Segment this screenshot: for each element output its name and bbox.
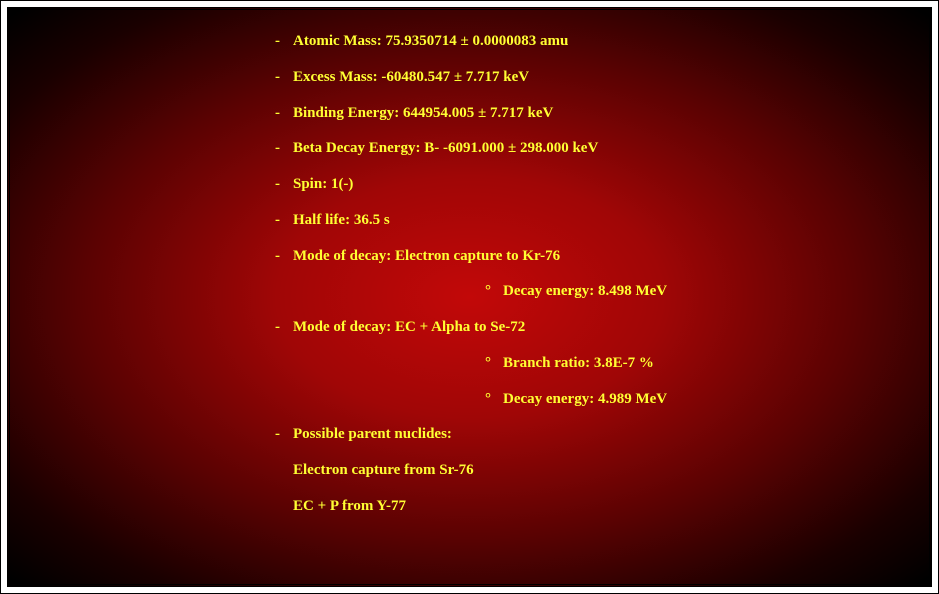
sub-item: ° Decay energy: 8.498 MeV [485,282,909,301]
parent-nuclide-line: Electron capture from Sr-76 [293,461,909,480]
degree-bullet: ° [485,354,503,373]
dash-bullet: - [275,139,293,158]
list-item: - Possible parent nuclides: [275,425,909,444]
sub-item: ° Branch ratio: 3.8E-7 % [485,354,909,373]
dash-bullet: - [275,247,293,266]
degree-bullet: ° [485,282,503,301]
list-item: - Binding Energy: 644954.005 ± 7.717 keV [275,104,909,123]
item-text: Half life: 36.5 s [293,211,390,230]
dash-bullet: - [275,425,293,444]
sub-item: ° Decay energy: 4.989 MeV [485,390,909,409]
list-item: - Beta Decay Energy: B- -6091.000 ± 298.… [275,139,909,158]
sub-item-text: Decay energy: 8.498 MeV [503,282,667,301]
item-text: Possible parent nuclides: [293,425,452,444]
list-item: - Mode of decay: EC + Alpha to Se-72 [275,318,909,337]
list-item: - Spin: 1(-) [275,175,909,194]
sub-item-text: Branch ratio: 3.8E-7 % [503,354,654,373]
dash-bullet: - [275,104,293,123]
list-item: - Mode of decay: Electron capture to Kr-… [275,247,909,266]
list-item: - Excess Mass: -60480.547 ± 7.717 keV [275,68,909,87]
inner-frame: - Atomic Mass: 75.9350714 ± 0.0000083 am… [7,7,932,587]
item-text: Spin: 1(-) [293,175,353,194]
dash-bullet: - [275,32,293,51]
degree-bullet: ° [485,390,503,409]
dash-bullet: - [275,175,293,194]
item-text: Binding Energy: 644954.005 ± 7.717 keV [293,104,553,123]
list-item: - Half life: 36.5 s [275,211,909,230]
item-text: Mode of decay: EC + Alpha to Se-72 [293,318,525,337]
item-text: Beta Decay Energy: B- -6091.000 ± 298.00… [293,139,598,158]
dash-bullet: - [275,211,293,230]
sub-item-text: Decay energy: 4.989 MeV [503,390,667,409]
item-text: Excess Mass: -60480.547 ± 7.717 keV [293,68,529,87]
dash-bullet: - [275,68,293,87]
parent-text: EC + P from Y-77 [293,498,406,514]
parent-nuclide-line: EC + P from Y-77 [293,497,909,516]
parent-text: Electron capture from Sr-76 [293,462,474,478]
outer-frame: - Atomic Mass: 75.9350714 ± 0.0000083 am… [0,0,939,594]
nuclide-properties-list: - Atomic Mass: 75.9350714 ± 0.0000083 am… [275,32,909,516]
dash-bullet: - [275,318,293,337]
item-text: Atomic Mass: 75.9350714 ± 0.0000083 amu [293,32,568,51]
list-item: - Atomic Mass: 75.9350714 ± 0.0000083 am… [275,32,909,51]
item-text: Mode of decay: Electron capture to Kr-76 [293,247,560,266]
